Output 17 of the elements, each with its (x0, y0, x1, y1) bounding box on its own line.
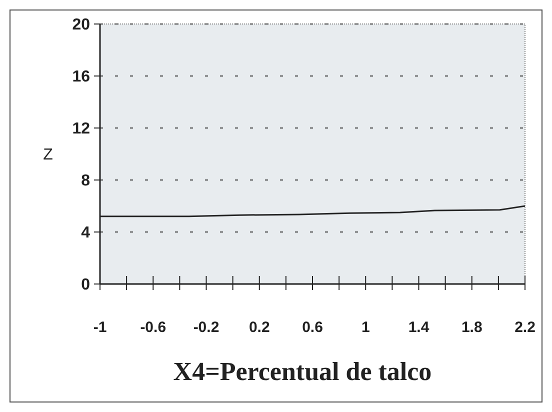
y-axis-title: Z (43, 146, 54, 164)
x-tick-label: 2.2 (514, 319, 536, 336)
y-tick-label: 12 (72, 120, 90, 138)
x-axis-title: X4=Percentual de talco (173, 357, 432, 386)
x-tick-label: -0.6 (140, 319, 166, 336)
x-tick-label: -0.2 (193, 319, 220, 336)
y-tick-label: 20 (72, 16, 90, 34)
x-tick-label: 0.2 (248, 319, 270, 336)
y-tick-label: 4 (81, 224, 90, 242)
x-tick-label: 1.4 (408, 319, 430, 336)
y-tick-label: 0 (81, 276, 90, 294)
x-tick-label: 1 (361, 319, 370, 336)
y-tick-label: 16 (72, 68, 90, 86)
x-tick-label: 0.6 (302, 319, 323, 336)
x-tick-label: 1.8 (461, 319, 482, 336)
x-tick-label: -1 (93, 319, 107, 336)
y-tick-label: 8 (81, 172, 90, 190)
